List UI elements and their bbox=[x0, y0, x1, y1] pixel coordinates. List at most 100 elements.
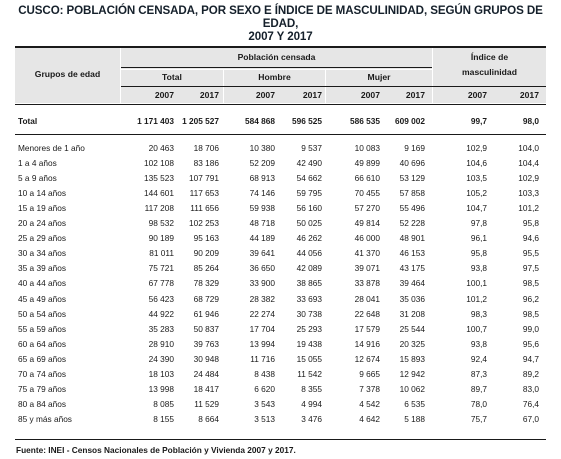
table-cell: 4 994 bbox=[301, 399, 322, 409]
table-cell: 40 696 bbox=[399, 158, 425, 168]
table-cell: 42 490 bbox=[296, 158, 322, 168]
header-total: Total bbox=[162, 72, 182, 82]
total-row-label: Total bbox=[18, 116, 38, 126]
table-cell: 94,6 bbox=[522, 233, 539, 243]
table-cell: 50 025 bbox=[296, 218, 322, 228]
year-header-5: 2017 bbox=[405, 90, 425, 100]
header-grupos-box bbox=[15, 48, 120, 103]
table-cell: 98,5 bbox=[522, 309, 539, 319]
table-cell: 3 543 bbox=[254, 399, 275, 409]
table-cell: 44 189 bbox=[249, 233, 275, 243]
row-label: 75 a 79 años bbox=[18, 384, 66, 394]
row-label: 60 a 64 años bbox=[18, 339, 66, 349]
table-cell: 8 438 bbox=[254, 369, 275, 379]
table-cell: 94,7 bbox=[522, 354, 539, 364]
poblacion-underline bbox=[121, 67, 432, 68]
table-cell: 52 209 bbox=[249, 158, 275, 168]
source-note: Fuente: INEI - Censos Nacionales de Pobl… bbox=[16, 445, 296, 455]
table-cell: 9 537 bbox=[301, 143, 322, 153]
table-cell: 33 878 bbox=[354, 278, 380, 288]
table-cell: 102 253 bbox=[189, 218, 219, 228]
header-poblacion-box bbox=[121, 48, 432, 69]
row-label: 15 a 19 años bbox=[18, 203, 66, 213]
table-cell: 15 055 bbox=[296, 354, 322, 364]
table-cell: 43 175 bbox=[399, 263, 425, 273]
row-label: 35 a 39 años bbox=[18, 263, 66, 273]
table-cell: 35 036 bbox=[399, 294, 425, 304]
table-cell: 103,5 bbox=[466, 173, 487, 183]
table-cell: 38 865 bbox=[296, 278, 322, 288]
table-cell: 98,3 bbox=[470, 309, 487, 319]
table-cell: 102 108 bbox=[144, 158, 174, 168]
row-label: Menores de 1 año bbox=[18, 143, 85, 153]
table-cell: 117 653 bbox=[189, 188, 219, 198]
row-label: 40 a 44 años bbox=[18, 278, 66, 288]
table-cell: 17 704 bbox=[249, 324, 275, 334]
sex-underline bbox=[121, 86, 546, 87]
row-label: 50 a 54 años bbox=[18, 309, 66, 319]
table-cell: 11 542 bbox=[297, 369, 322, 379]
table-cell: 76,4 bbox=[522, 399, 539, 409]
table-cell: 56 423 bbox=[148, 294, 174, 304]
table-cell: 17 579 bbox=[354, 324, 380, 334]
table-cell: 53 129 bbox=[399, 173, 425, 183]
table-cell: 107 791 bbox=[189, 173, 219, 183]
table-cell: 3 513 bbox=[254, 414, 275, 424]
table-cell: 97,5 bbox=[522, 263, 539, 273]
table-cell: 19 438 bbox=[296, 339, 322, 349]
table-cell: 44 056 bbox=[296, 248, 322, 258]
table-cell: 83,0 bbox=[522, 384, 539, 394]
table-cell: 92,4 bbox=[470, 354, 487, 364]
table-cell: 98 532 bbox=[148, 218, 174, 228]
total-row-cell: 98,0 bbox=[522, 116, 539, 126]
table-cell: 111 656 bbox=[190, 203, 219, 213]
year-header-4: 2007 bbox=[360, 90, 380, 100]
table-cell: 54 662 bbox=[296, 173, 322, 183]
year-header-1: 2017 bbox=[199, 90, 219, 100]
table-cell: 59 795 bbox=[296, 188, 322, 198]
table-cell: 104,0 bbox=[518, 143, 539, 153]
table-cell: 100,7 bbox=[466, 324, 487, 334]
table-cell: 4 642 bbox=[359, 414, 380, 424]
table-cell: 13 994 bbox=[249, 339, 275, 349]
table-cell: 67,0 bbox=[522, 414, 539, 424]
table-cell: 11 529 bbox=[194, 399, 219, 409]
row-label: 20 a 24 años bbox=[18, 218, 66, 228]
table-cell: 95,8 bbox=[470, 248, 487, 258]
header-grupos: Grupos de edad bbox=[34, 69, 101, 79]
table-cell: 24 390 bbox=[148, 354, 174, 364]
table-cell: 66 610 bbox=[354, 173, 380, 183]
table-cell: 8 355 bbox=[301, 384, 322, 394]
table-cell: 28 910 bbox=[148, 339, 174, 349]
total-row-cell: 609 002 bbox=[395, 116, 425, 126]
table-cell: 97,8 bbox=[470, 218, 487, 228]
table-cell: 93,8 bbox=[470, 339, 487, 349]
table-cell: 12 942 bbox=[399, 369, 425, 379]
header-indice-line1: Índice de bbox=[470, 52, 509, 62]
header-poblacion: Población censada bbox=[237, 52, 316, 62]
table-cell: 96,1 bbox=[470, 233, 487, 243]
table-cell: 9 665 bbox=[359, 369, 380, 379]
table-cell: 81 011 bbox=[149, 248, 174, 258]
table-cell: 44 922 bbox=[148, 309, 174, 319]
table-cell: 8 155 bbox=[153, 414, 174, 424]
table-cell: 28 041 bbox=[354, 294, 380, 304]
table-cell: 95,5 bbox=[522, 248, 539, 258]
table-cell: 42 089 bbox=[296, 263, 322, 273]
table-cell: 95,6 bbox=[522, 339, 539, 349]
row-label: 45 a 49 años bbox=[18, 294, 66, 304]
table-cell: 52 228 bbox=[399, 218, 425, 228]
table-cell: 39 641 bbox=[249, 248, 275, 258]
table-title: CUSCO: POBLACIÓN CENSADA, POR SEXO E ÍND… bbox=[0, 4, 561, 43]
total-row-cell: 1 205 527 bbox=[182, 116, 219, 126]
table-cell: 10 062 bbox=[399, 384, 425, 394]
table-cell: 49 814 bbox=[354, 218, 380, 228]
table-cell: 41 370 bbox=[354, 248, 380, 258]
total-row-cell: 584 868 bbox=[245, 116, 275, 126]
table-cell: 85 264 bbox=[193, 263, 219, 273]
year-header-7: 2017 bbox=[519, 90, 539, 100]
table-cell: 100,1 bbox=[466, 278, 487, 288]
table-cell: 39 464 bbox=[399, 278, 425, 288]
table-cell: 35 283 bbox=[148, 324, 174, 334]
table-cell: 33 693 bbox=[296, 294, 322, 304]
